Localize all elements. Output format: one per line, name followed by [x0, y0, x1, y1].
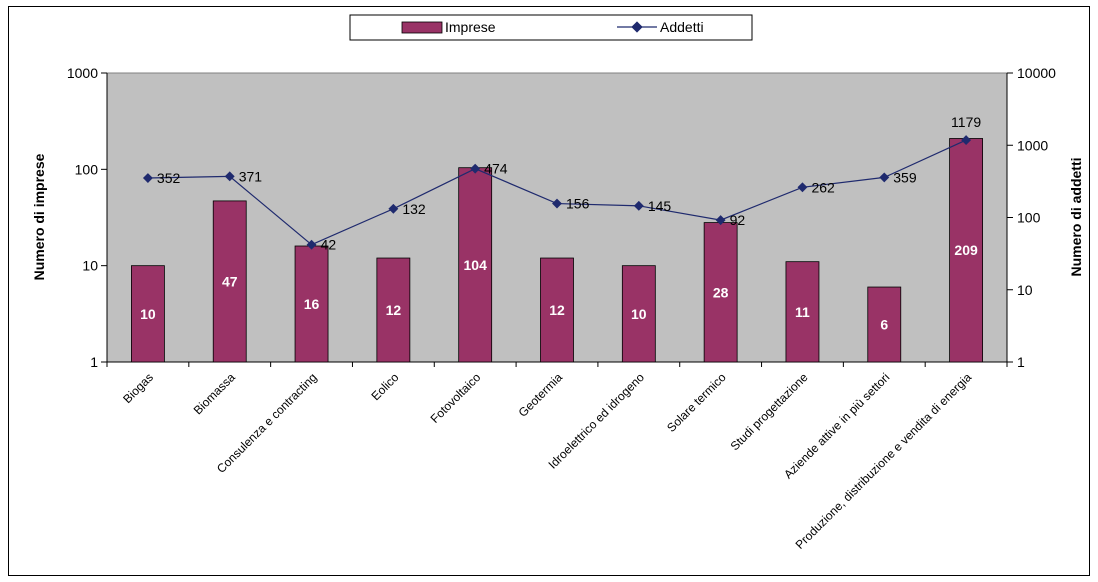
bar-value-label: 47 — [222, 273, 238, 289]
bar-value-label: 10 — [140, 306, 156, 322]
bar-value-label: 10 — [631, 306, 647, 322]
y2-axis-title: Numero di addetti — [1068, 157, 1084, 276]
addetti-value-label: 1179 — [951, 114, 981, 130]
right-tick-label: 1000 — [1017, 137, 1048, 153]
category-label: Solare termico — [664, 370, 729, 435]
bar-value-label: 28 — [713, 284, 729, 300]
addetti-value-label: 352 — [157, 170, 181, 186]
bar-value-label: 12 — [549, 302, 565, 318]
addetti-value-label: 92 — [730, 212, 746, 228]
bar-value-label: 11 — [795, 304, 810, 320]
addetti-value-label: 132 — [402, 201, 426, 217]
legend-swatch-imprese — [402, 22, 442, 33]
left-tick-label: 1000 — [67, 65, 98, 81]
left-tick-label: 1 — [90, 354, 98, 370]
left-tick-label: 10 — [82, 258, 98, 274]
addetti-value-label: 359 — [893, 169, 917, 185]
category-label: Biogas — [120, 370, 156, 406]
category-label: Biomassa — [191, 370, 238, 417]
right-axis: 1 10 100 1000 10000 — [1007, 65, 1056, 370]
combo-chart: 1 10 100 1000 1 10 100 1000 10000 10 47 16 12 104 12… — [9, 7, 1091, 577]
legend-label-imprese: Imprese — [445, 19, 496, 35]
category-label: Studi progettazione — [728, 370, 811, 453]
addetti-value-label: 474 — [484, 161, 508, 177]
bar-value-label: 6 — [880, 317, 888, 333]
category-label: Eolico — [368, 370, 401, 403]
legend: Imprese Addetti — [350, 15, 752, 40]
bar-value-label: 12 — [386, 302, 402, 318]
category-label: Produzione, distribuzione e vendita di e… — [793, 370, 975, 552]
bar-value-label: 209 — [954, 242, 978, 258]
right-tick-label: 1 — [1017, 354, 1025, 370]
addetti-value-label: 262 — [811, 179, 835, 195]
left-tick-label: 100 — [75, 161, 99, 177]
right-tick-label: 100 — [1017, 210, 1041, 226]
right-tick-label: 10 — [1017, 282, 1033, 298]
right-tick-label: 10000 — [1017, 65, 1056, 81]
addetti-value-label: 371 — [239, 168, 263, 184]
bar-value-label: 16 — [304, 296, 320, 312]
category-label: Fotovoltaico — [428, 370, 484, 426]
legend-label-addetti: Addetti — [660, 19, 704, 35]
addetti-value-label: 145 — [648, 198, 672, 214]
category-label: Idroelettrico ed idrogeno — [546, 370, 648, 472]
chart-frame: 1 10 100 1000 1 10 100 1000 10000 10 47 16 12 104 12… — [8, 6, 1090, 576]
y-axis-title: Numero di imprese — [31, 153, 47, 280]
category-label: Geotermia — [516, 370, 566, 420]
addetti-value-label: 156 — [566, 196, 590, 212]
bar-value-label: 104 — [464, 257, 488, 273]
addetti-value-label: 42 — [321, 237, 337, 253]
